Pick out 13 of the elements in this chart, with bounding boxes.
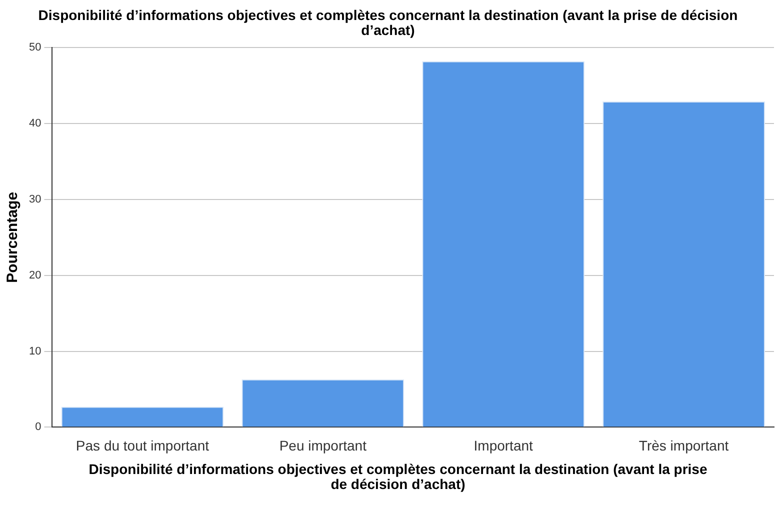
y-tick-label: 50 <box>28 42 42 54</box>
x-tick-label: Peu important <box>279 437 367 454</box>
y-tick-label: 10 <box>28 345 42 358</box>
y-axis-title: Pourcentage <box>4 192 22 283</box>
y-tick-label: 0 <box>35 421 42 434</box>
y-tick-label: 30 <box>28 193 42 206</box>
x-tick-label: Très important <box>638 437 729 454</box>
x-tick-label: Important <box>474 437 534 454</box>
x-axis-title: Disponibilité d’informations objectives et complètes concernant la destination (avant la prise de décision d’achat) <box>88 460 708 492</box>
chart-title: Disponibilité d’informations objectives et complètes concernant la destination (avant la prise de décision d’achat) <box>37 6 739 38</box>
x-tick-label: Pas du tout important <box>76 437 210 454</box>
y-tick-label: 40 <box>28 118 42 130</box>
y-tick-label: 20 <box>28 269 42 282</box>
